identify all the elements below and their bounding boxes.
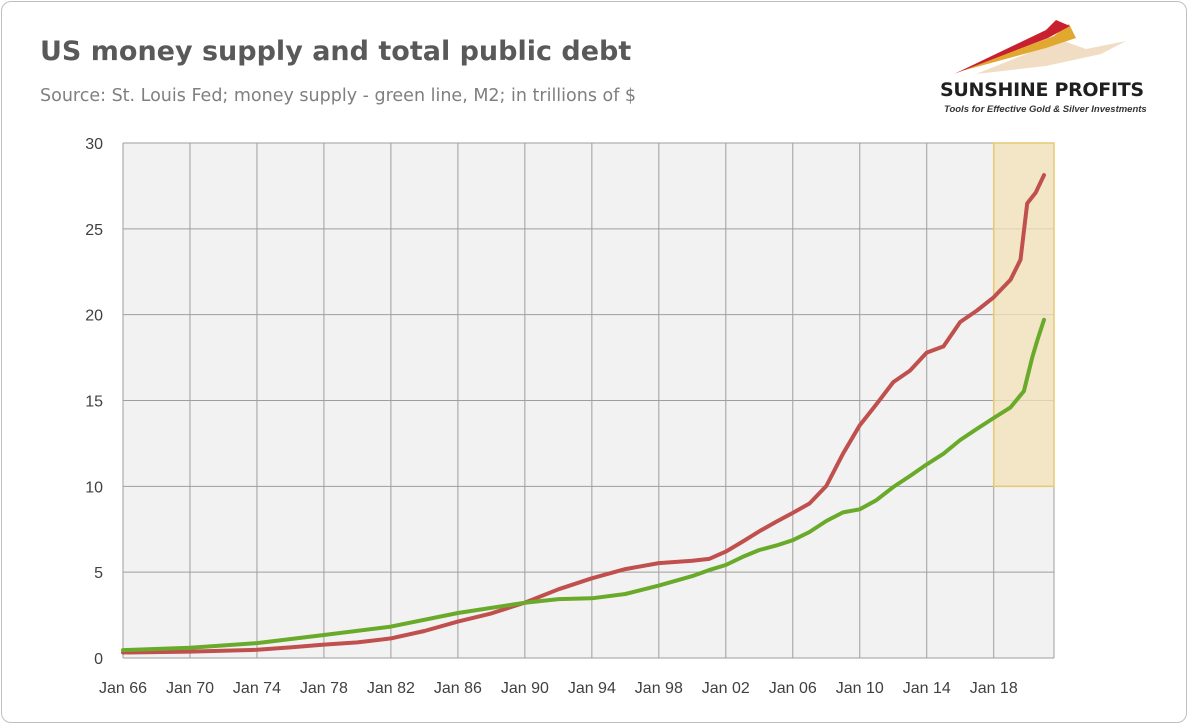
y-tick-label: 5 [94,565,103,582]
x-tick-label: Jan 06 [769,680,817,697]
x-tick-label: Jan 02 [702,680,750,697]
highlight-box [992,142,1055,488]
x-tick-label: Jan 90 [501,680,549,697]
money-supply-line [121,317,1046,653]
series-lines [121,173,1046,655]
y-tick-label: 30 [85,136,103,153]
x-tick-label: Jan 10 [836,680,884,697]
logo-name: SUNSHINE PROFITS [940,79,1144,101]
y-tick-label: 10 [85,479,103,496]
sunshine-profits-logo: SUNSHINE PROFITS Tools for Effective Gol… [936,16,1166,120]
logo-arrow-icon [954,20,1126,74]
x-tick-label: Jan 82 [367,680,415,697]
page-subtitle: Source: St. Louis Fed; money supply - gr… [40,86,637,106]
x-tick-label: Jan 18 [970,680,1018,697]
x-axis-ticks: Jan 66 Jan 70 Jan 74 Jan 78 Jan 82 Jan 86 Jan … [99,680,1018,697]
y-axis-ticks: 0 5 10 15 20 25 30 [85,136,103,668]
x-tick-label: Jan 86 [434,680,482,697]
y-tick-label: 20 [85,308,103,325]
x-tick-label: Jan 98 [635,680,683,697]
x-tick-label: Jan 94 [568,680,616,697]
x-tick-label: Jan 66 [99,680,147,697]
page-title: US money supply and total public debt [40,36,632,67]
y-tick-label: 25 [85,222,103,239]
x-tick-label: Jan 74 [233,680,281,697]
x-tick-label: Jan 70 [166,680,214,697]
y-tick-label: 0 [94,651,103,668]
x-tick-label: Jan 14 [903,680,951,697]
x-tick-label: Jan 78 [300,680,348,697]
logo-tagline: Tools for Effective Gold & Silver Invest… [944,104,1147,115]
public-debt-line [121,173,1046,655]
y-tick-label: 15 [85,394,103,411]
